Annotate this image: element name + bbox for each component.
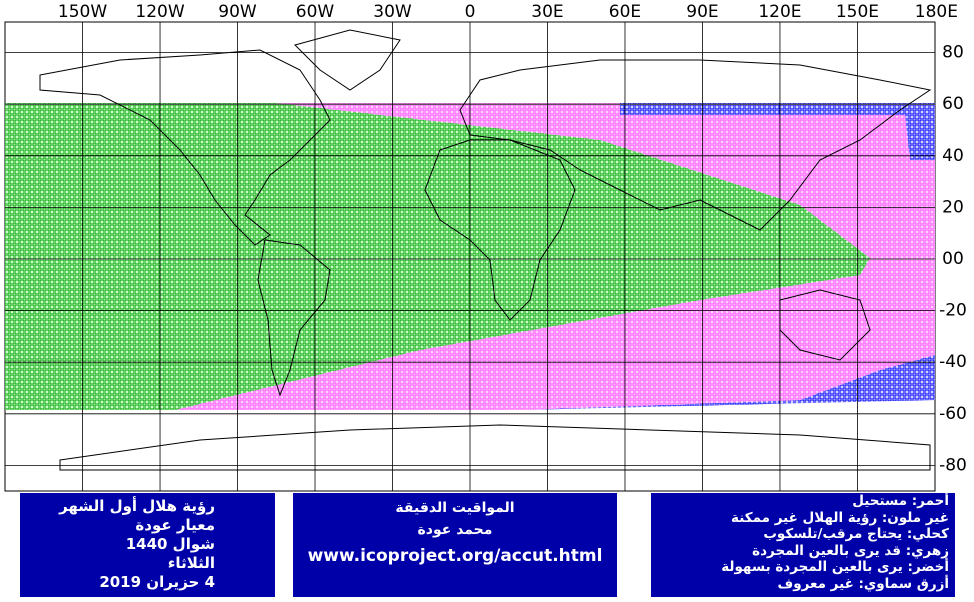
labels: 150W 120W 90W 60W 30W 0 30E 60E 90E 120E 150E 180E 8…: [58, 2, 967, 475]
info-line: 4 حزيران 2019: [99, 573, 215, 591]
lat-label: 40: [942, 146, 964, 166]
source-box: المواقيت الدقيقة محمد عودة www.icoproject.…: [293, 493, 617, 597]
lat-label: -40: [939, 352, 967, 372]
lon-label: 30W: [373, 2, 412, 22]
lat-label: -80: [939, 455, 967, 475]
legend-entry: أحمر: مستحيل: [852, 493, 949, 509]
info-line: الثلاثاء: [167, 554, 215, 572]
lat-label: 00: [942, 249, 964, 269]
source-line: المواقيت الدقيقة: [395, 500, 515, 516]
info-line: معيار عودة: [135, 516, 215, 534]
lon-label: 0: [465, 2, 476, 22]
legend-entry: زهري: قد يرى بالعين المجردة: [752, 542, 949, 559]
lon-label: 180E: [915, 2, 958, 22]
zone-green: [5, 103, 870, 410]
lat-label: 20: [942, 197, 964, 217]
lat-label: -60: [939, 404, 967, 424]
info-line: شوال 1440: [125, 535, 215, 553]
lon-label: 90W: [218, 2, 257, 22]
lon-label: 60W: [296, 2, 335, 22]
map: 150W 120W 90W 60W 30W 0 30E 60E 90E 120E 150E 180E 8…: [4, 2, 967, 492]
lon-label: 150W: [58, 2, 107, 22]
source-line: محمد عودة: [417, 522, 493, 538]
lat-label: 60: [942, 94, 964, 114]
source-line: www.icoproject.org/accut.html: [307, 546, 603, 566]
lon-label: 150E: [836, 2, 879, 22]
lon-label: 120E: [758, 2, 801, 22]
info-line: رؤية هلال أول الشهر: [59, 497, 215, 515]
lon-label: 60E: [609, 2, 641, 22]
legend-entry: أزرق سماوي: غير معروف: [777, 575, 949, 592]
coastlines: [39, 29, 932, 471]
lat-label: -20: [939, 301, 967, 321]
legend-entry: غير ملون: رؤية الهلال غير ممكنة: [731, 509, 949, 526]
zone-blue: [620, 103, 935, 160]
grid: [5, 22, 935, 491]
legend-box: أحمر: مستحيل غير ملون: رؤية الهلال غير مم…: [651, 493, 955, 597]
zone-blue: [520, 355, 935, 410]
lon-label: 120W: [135, 2, 184, 22]
info-box: رؤية هلال أول الشهر معيار عودة شوال 1440 ال…: [20, 493, 275, 597]
lat-label: 80: [942, 43, 964, 63]
legend-entry: أخضر: يرى بالعين المجردة بسهولة: [721, 559, 949, 575]
legend-entry: كحلي: يحتاج مرقب/تلسكوب: [763, 526, 949, 542]
lon-label: 90E: [686, 2, 718, 22]
zone-pink: [175, 103, 935, 410]
lon-label: 30E: [531, 2, 563, 22]
